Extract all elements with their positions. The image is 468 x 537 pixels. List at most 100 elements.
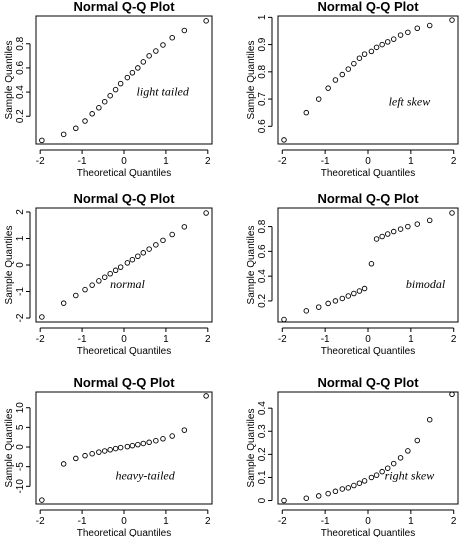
data-point <box>449 17 455 23</box>
data-point <box>414 437 421 444</box>
data-point <box>135 253 141 260</box>
x-tick-label: 1 <box>408 516 414 527</box>
distribution-annotation: right skew <box>385 468 435 482</box>
data-point <box>112 86 119 93</box>
data-point <box>73 455 79 462</box>
data-point <box>181 427 188 433</box>
data-point <box>390 460 397 467</box>
data-point <box>169 231 175 238</box>
y-tick-label: 0.6 <box>257 119 268 133</box>
data-point <box>339 71 346 78</box>
plot-title: Normal Q-Q Plot <box>317 191 419 206</box>
data-point <box>405 448 411 454</box>
data-point <box>60 131 67 138</box>
x-tick-label: 2 <box>205 516 211 527</box>
data-point <box>135 65 141 71</box>
data-point <box>356 288 363 294</box>
data-point <box>112 267 119 274</box>
y-tick-label: 0.8 <box>15 36 26 50</box>
x-tick-label: -2 <box>278 516 287 527</box>
data-point <box>405 29 411 36</box>
data-point <box>89 450 95 457</box>
data-point <box>373 44 380 51</box>
data-point <box>397 32 404 38</box>
y-tick-label: -2 <box>15 313 26 322</box>
y-axis-label: Sample Quantiles <box>4 409 15 488</box>
y-tick-label: 1 <box>257 14 268 20</box>
data-point <box>281 137 287 143</box>
data-point <box>449 391 455 398</box>
data-point <box>39 314 45 320</box>
data-point <box>315 96 322 102</box>
x-tick-label: 2 <box>205 156 211 167</box>
data-point <box>361 478 368 484</box>
data-point <box>315 304 322 310</box>
data-point <box>351 482 357 489</box>
data-point <box>339 486 346 492</box>
plot-frame <box>35 391 213 505</box>
x-axis-label: Theoretical Quantiles <box>321 528 416 537</box>
data-point <box>339 295 346 302</box>
data-point <box>379 41 385 48</box>
data-point <box>153 242 159 248</box>
x-axis-label: Theoretical Quantiles <box>77 168 172 179</box>
distribution-annotation: bimodal <box>406 277 446 291</box>
data-point <box>82 118 88 124</box>
y-tick-label: -1 <box>15 287 26 296</box>
y-axis-label: Sample Quantiles <box>4 41 15 120</box>
x-tick-label: 2 <box>205 334 211 345</box>
data-point <box>181 27 188 34</box>
data-point <box>107 92 113 99</box>
data-point <box>384 465 391 471</box>
data-point <box>169 34 175 41</box>
data-point <box>281 316 287 323</box>
data-point <box>101 98 108 105</box>
y-axis-label: Sample Quantiles <box>246 226 257 305</box>
plot-frame <box>35 207 213 323</box>
x-tick-label: -1 <box>78 334 87 345</box>
data-point <box>281 497 287 504</box>
data-point <box>96 278 102 284</box>
x-tick-label: -1 <box>321 156 330 167</box>
data-point <box>303 109 310 116</box>
data-point <box>361 285 368 292</box>
distribution-annotation: left skew <box>389 95 431 109</box>
y-tick-label: 0 <box>15 444 26 450</box>
data-point <box>390 36 397 42</box>
x-axis-label: Theoretical Quantiles <box>321 346 416 357</box>
y-tick-label: 0.4 <box>15 85 26 99</box>
x-tick-label: 0 <box>121 334 127 345</box>
y-tick-label: 1 <box>15 235 26 241</box>
data-point <box>124 260 131 266</box>
data-point <box>325 490 331 497</box>
x-tick-label: 0 <box>365 156 371 167</box>
data-point <box>39 497 45 503</box>
plot-title: Normal Q-Q Plot <box>73 191 175 206</box>
y-tick-label: 0.9 <box>257 37 268 51</box>
data-point <box>351 60 357 67</box>
data-point <box>124 74 131 81</box>
y-tick-label: 0.6 <box>257 244 268 258</box>
data-point <box>379 233 385 240</box>
y-tick-label: 5 <box>15 424 26 430</box>
data-point <box>203 210 209 216</box>
data-point <box>332 298 339 304</box>
data-point <box>405 223 411 230</box>
data-point <box>89 111 95 117</box>
data-point <box>356 55 363 61</box>
y-tick-label: 0.6 <box>15 61 26 75</box>
x-tick-label: -2 <box>278 156 287 167</box>
data-point <box>129 442 136 449</box>
data-point <box>73 125 79 132</box>
y-tick-label: 0 <box>15 262 26 268</box>
x-axis-label: Theoretical Quantiles <box>321 168 416 179</box>
data-point <box>60 300 67 306</box>
plot-title: Normal Q-Q Plot <box>317 375 419 390</box>
data-point <box>414 221 421 227</box>
x-axis-label: Theoretical Quantiles <box>77 346 172 357</box>
x-tick-label: 0 <box>365 334 371 345</box>
x-tick-label: 0 <box>121 516 127 527</box>
qq-panel-2: Normal Q-Q Plot -2 -1 0 1 2 Theoretical Quanti… <box>246 0 459 179</box>
